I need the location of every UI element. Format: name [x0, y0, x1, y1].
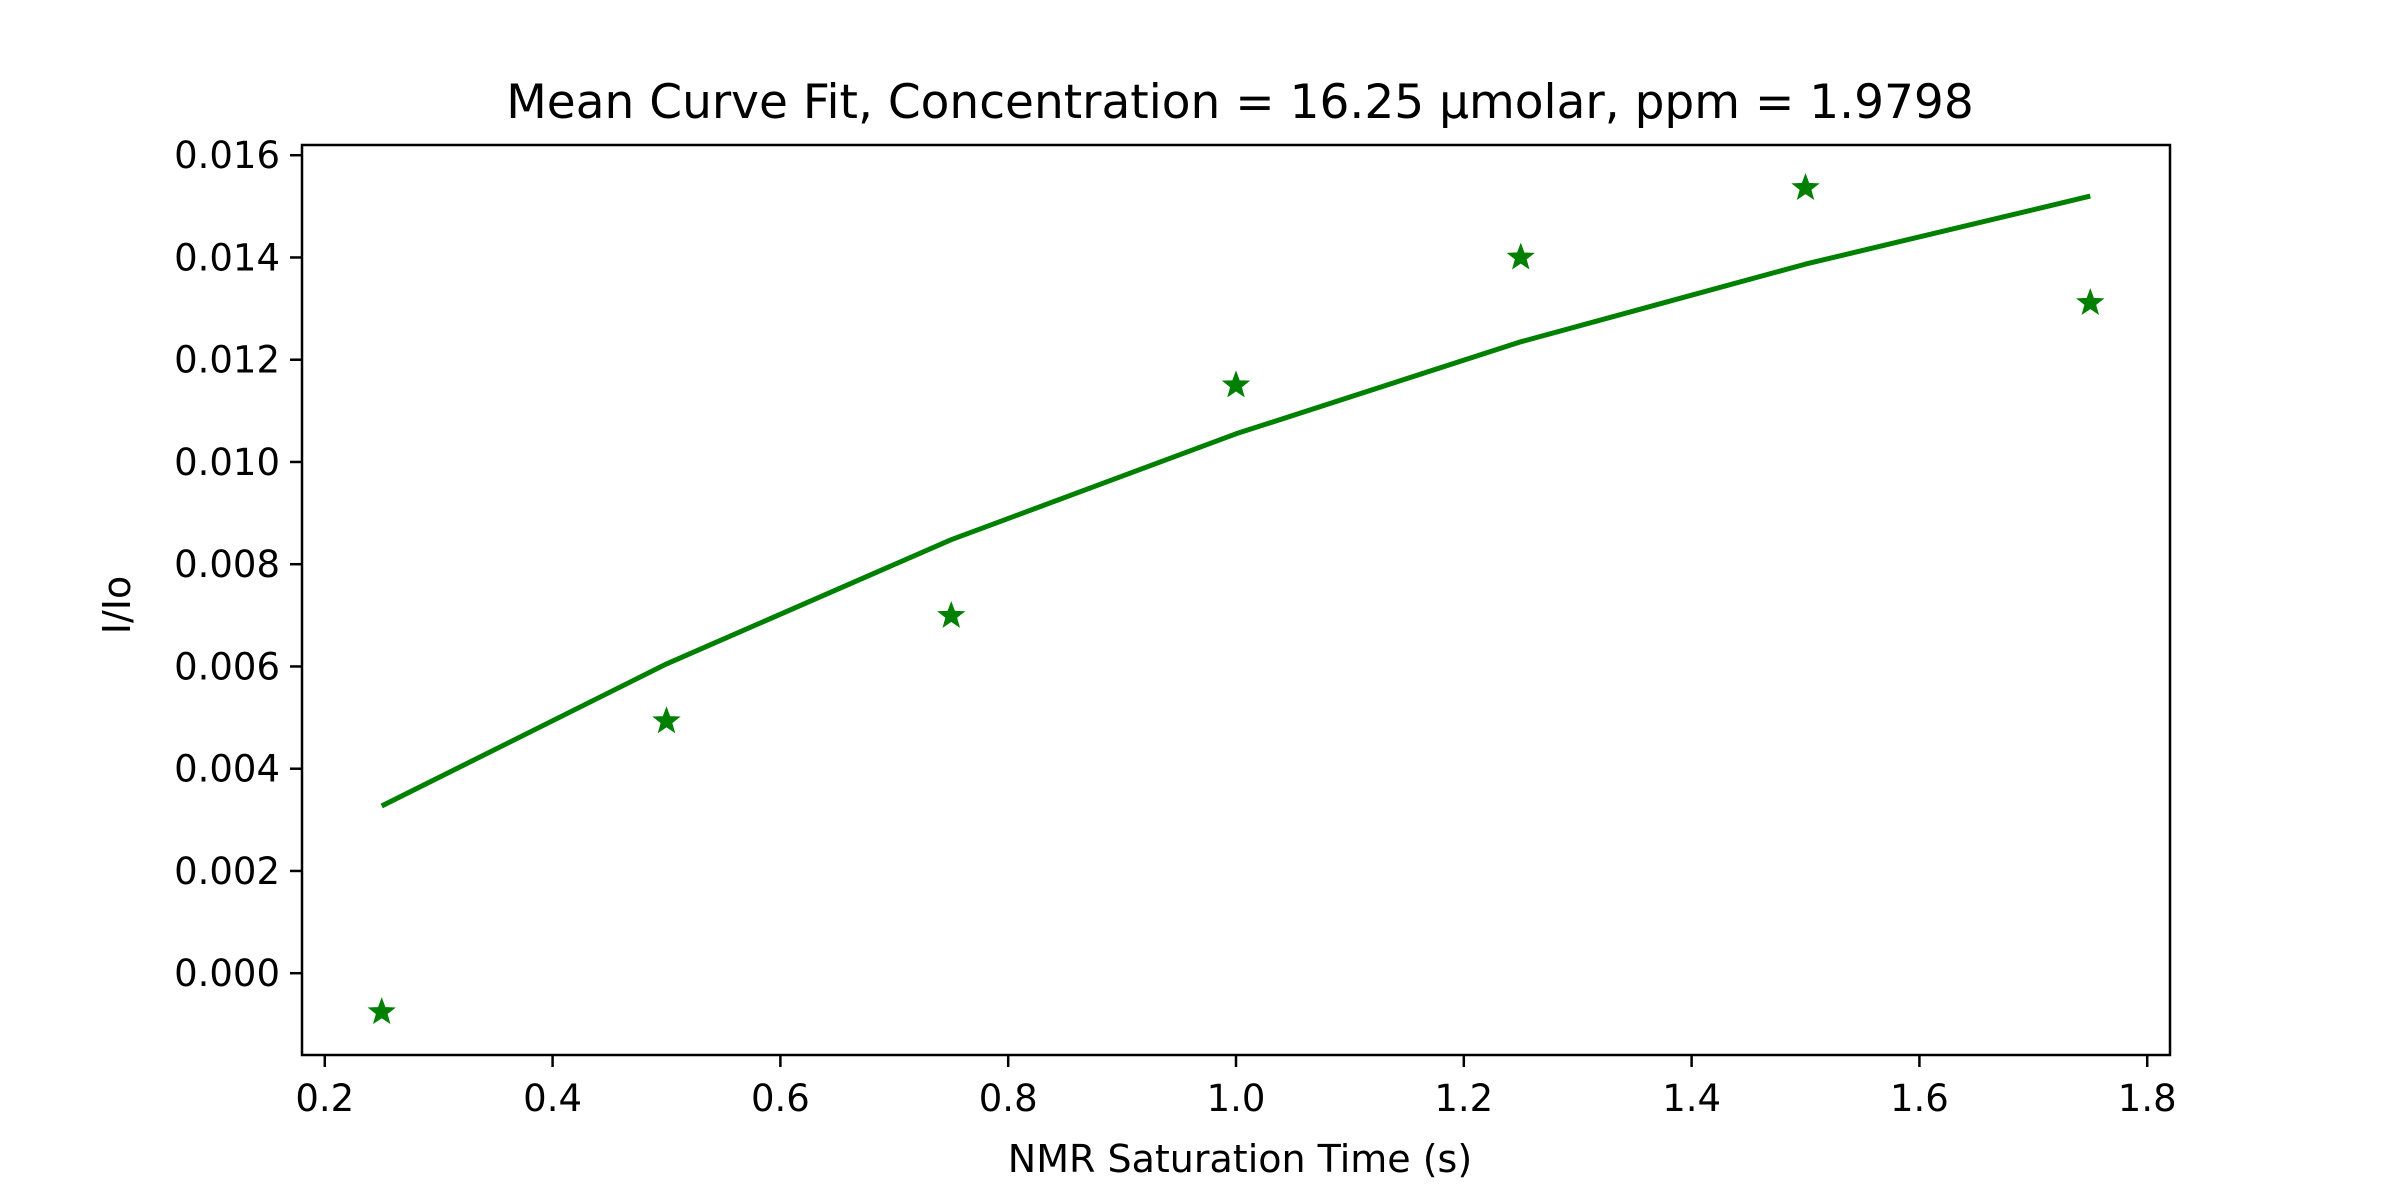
y-tick-label: 0.002 [174, 850, 280, 893]
y-axis-title: I/Io [95, 576, 139, 634]
y-tick-label: 0.010 [174, 441, 280, 484]
x-tick-label: 0.6 [751, 1077, 810, 1120]
y-tick-label: 0.000 [174, 952, 280, 995]
y-tick-label: 0.014 [174, 236, 280, 279]
y-tick-label: 0.008 [174, 543, 280, 586]
x-axis-title: NMR Saturation Time (s) [1008, 1137, 1472, 1181]
x-tick-label: 1.2 [1434, 1077, 1493, 1120]
x-tick-label: 1.8 [2118, 1077, 2177, 1120]
y-axis-ticks: 0.000 0.002 0.004 0.006 0.008 0.010 0.012 0.014… [174, 134, 302, 995]
x-tick-label: 1.6 [1890, 1077, 1949, 1120]
data-point-star [1506, 242, 1535, 270]
chart-title: Mean Curve Fit, Concentration = 16.25 µm… [506, 75, 1974, 130]
x-tick-label: 0.8 [979, 1077, 1038, 1120]
x-axis-ticks: 0.2 0.4 0.6 0.8 1.0 1.2 1.4 1.6 1.8 [295, 1055, 2177, 1120]
data-point-star [652, 706, 681, 734]
data-point-star [367, 997, 396, 1025]
x-tick-label: 0.4 [523, 1077, 582, 1120]
axes-frame [300, 143, 2172, 1057]
data-point-star [937, 600, 966, 628]
y-tick-label: 0.016 [174, 134, 280, 177]
fit-line [380, 193, 2091, 809]
data-point-star [1791, 173, 1820, 200]
x-tick-label: 0.2 [295, 1077, 354, 1120]
x-tick-label: 1.4 [1662, 1077, 1721, 1120]
data-point-star [2076, 288, 2105, 316]
data-point-star [1221, 370, 1251, 398]
y-tick-label: 0.004 [174, 748, 280, 791]
x-tick-label: 1.0 [1207, 1077, 1266, 1120]
y-tick-label: 0.012 [174, 339, 280, 382]
plot-area [300, 143, 2172, 1057]
y-tick-label: 0.006 [174, 645, 280, 688]
